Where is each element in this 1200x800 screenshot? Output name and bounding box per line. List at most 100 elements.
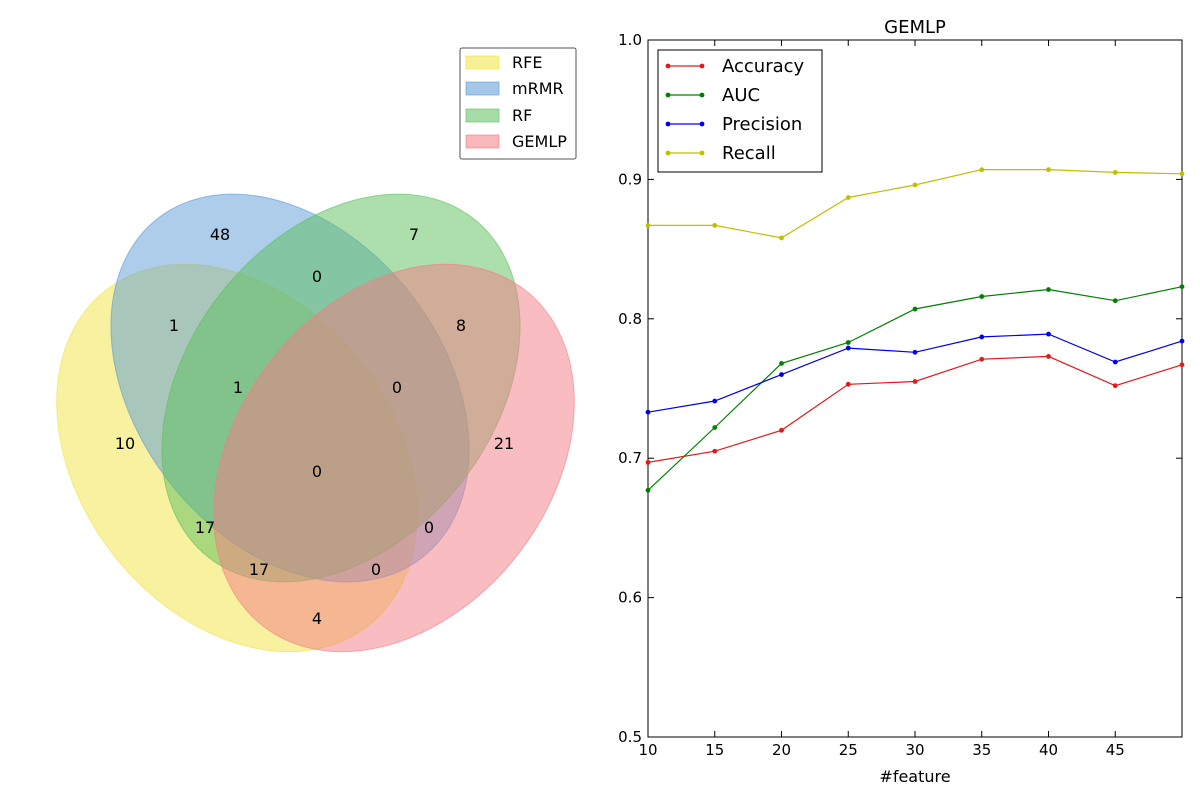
data-point — [979, 167, 985, 173]
data-point — [712, 223, 718, 228]
y-tick-label: 0.6 — [618, 589, 642, 607]
venn-region-label: 0 — [312, 267, 322, 286]
data-point — [1046, 354, 1051, 359]
venn-legend-swatch — [465, 55, 500, 70]
data-point — [712, 398, 718, 404]
data-point — [712, 425, 718, 430]
venn-legend-swatch — [465, 81, 500, 96]
series-recall — [645, 167, 1185, 241]
data-point — [1112, 170, 1118, 175]
venn-region-label: 10 — [115, 434, 135, 453]
data-point — [645, 409, 651, 415]
data-point — [645, 459, 651, 465]
data-point — [1046, 287, 1051, 292]
venn-legend-item-gemlp: GEMLP — [465, 132, 567, 151]
x-tick-label: 15 — [705, 741, 724, 759]
data-point — [1046, 167, 1051, 173]
x-tick-label: 35 — [972, 741, 991, 759]
venn-region-label: 4 — [312, 609, 322, 628]
line-legend-marker — [665, 150, 671, 156]
x-tick-label: 25 — [839, 741, 858, 759]
venn-region-label: 0 — [371, 560, 381, 579]
line-legend-item: Precision — [665, 114, 802, 135]
venn-legend-frame — [459, 47, 577, 160]
venn-region-label: 0 — [392, 378, 402, 397]
data-point — [845, 340, 851, 345]
venn-legend-label: GEMLP — [512, 132, 567, 151]
venn-legend-label: RFE — [512, 53, 542, 72]
data-point — [779, 361, 784, 366]
y-tick-label: 0.5 — [618, 728, 642, 746]
data-point — [912, 379, 918, 384]
venn-region-label: 48 — [210, 225, 230, 244]
venn-region-label: 1 — [169, 316, 179, 335]
line-legend-item: Accuracy — [665, 56, 805, 77]
data-point — [779, 372, 784, 377]
y-tick-label: 0.8 — [618, 310, 642, 328]
data-point — [979, 356, 985, 362]
venn-region-label: 8 — [456, 316, 466, 335]
venn-legend: RFE mRMR RF GEMLP — [459, 47, 577, 160]
venn-region-label: 21 — [494, 434, 514, 453]
data-point — [845, 345, 851, 351]
data-point — [645, 487, 651, 493]
data-point — [779, 427, 784, 433]
data-point — [1046, 331, 1051, 337]
data-point — [645, 223, 651, 228]
line-legend-item: Recall — [665, 143, 776, 164]
venn-diagram: 48 7 0 1 8 1 0 10 21 0 17 0 17 0 4 RFE m… — [56, 47, 577, 653]
line-legend-marker — [665, 121, 671, 127]
data-point — [1179, 284, 1185, 290]
data-point — [1112, 298, 1118, 304]
venn-region-labels: 48 7 0 1 8 1 0 10 21 0 17 0 17 0 4 — [115, 225, 514, 628]
venn-legend-swatch — [465, 134, 500, 149]
venn-region-label: 17 — [195, 518, 215, 537]
line-legend-marker — [699, 63, 705, 69]
venn-region-label: 7 — [409, 225, 419, 244]
line-legend: Accuracy AUC Precision Recall — [657, 49, 823, 173]
x-tick-label: 40 — [1039, 741, 1058, 759]
data-point — [779, 235, 784, 241]
data-point — [1112, 359, 1118, 365]
chart-title: GEMLP — [884, 17, 946, 38]
series-accuracy — [645, 354, 1185, 465]
line-legend-marker — [699, 121, 705, 127]
venn-legend-item-rf: RF — [465, 106, 532, 125]
data-point — [912, 349, 918, 355]
line-legend-label: Recall — [722, 143, 776, 164]
venn-legend-label: RF — [512, 106, 532, 125]
data-point — [1179, 171, 1185, 177]
venn-region-label: 1 — [233, 378, 243, 397]
x-tick-label: 45 — [1106, 741, 1125, 759]
data-point — [912, 306, 918, 312]
line-legend-marker — [665, 92, 671, 98]
venn-legend-label: mRMR — [512, 79, 564, 98]
y-tick-label: 0.9 — [618, 170, 642, 188]
y-axis-ticks: 0.5 0.6 0.7 0.8 0.9 1.0 — [618, 31, 1182, 746]
line-legend-label: AUC — [722, 85, 760, 106]
line-legend-frame — [657, 49, 823, 173]
data-point — [1179, 338, 1185, 344]
venn-ellipses — [56, 193, 575, 653]
x-axis-ticks: 10 15 20 25 30 35 40 45 — [638, 40, 1125, 759]
data-point — [912, 182, 918, 188]
line-legend-item: AUC — [665, 85, 760, 106]
venn-legend-item-mrmr: mRMR — [465, 79, 564, 98]
data-point — [845, 195, 851, 200]
venn-legend-swatch — [465, 108, 500, 123]
venn-region-label: 0 — [312, 462, 322, 481]
x-axis-label: #feature — [879, 767, 950, 786]
x-tick-label: 10 — [638, 741, 657, 759]
data-point — [1112, 383, 1118, 389]
data-point — [1179, 362, 1185, 368]
venn-legend-item-rfe: RFE — [465, 53, 542, 72]
y-tick-label: 1.0 — [618, 31, 642, 49]
series-layer — [645, 167, 1185, 493]
data-point — [979, 294, 985, 299]
line-legend-label: Accuracy — [722, 56, 805, 77]
line-legend-label: Precision — [722, 114, 802, 135]
series-auc — [645, 284, 1185, 493]
series-precision — [645, 331, 1185, 415]
data-point — [712, 448, 718, 454]
x-tick-label: 20 — [772, 741, 791, 759]
